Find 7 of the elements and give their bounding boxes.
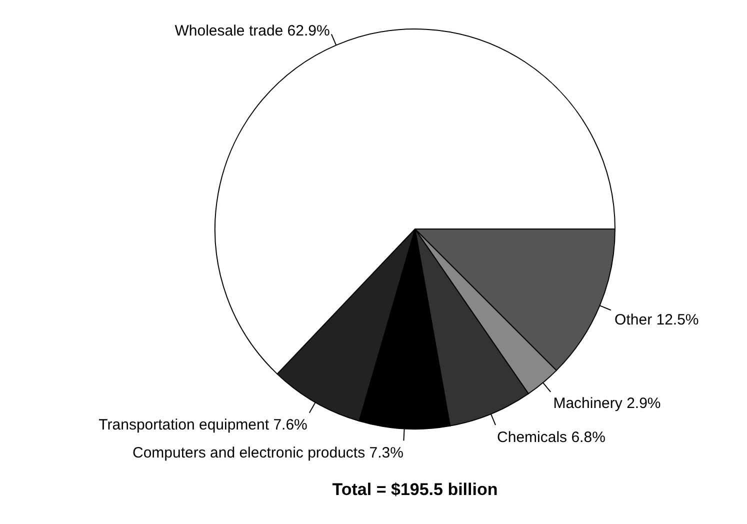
slice-label: Chemicals 6.8% [497, 428, 606, 446]
slice-label: Computers and electronic products 7.3% [132, 444, 404, 462]
slice-label: Other 12.5% [614, 312, 699, 329]
slice-label: Transportation equipment 7.6% [98, 416, 308, 434]
slice-label: Wholesale trade 62.9% [174, 22, 330, 40]
slice-label: Machinery 2.9% [553, 394, 661, 412]
text: Total = $195.5 billion [332, 480, 498, 499]
